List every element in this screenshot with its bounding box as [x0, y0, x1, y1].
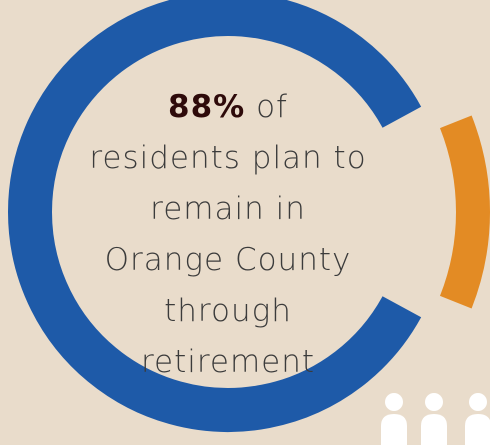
person-icon — [381, 393, 407, 445]
headline-line-2: residents plan to — [60, 133, 396, 184]
stat-value: 88% — [168, 89, 245, 125]
headline-line-4: Orange County — [60, 235, 396, 286]
person-group-icon — [380, 390, 490, 445]
person-icon — [465, 393, 490, 445]
headline-line-1: 88% of — [60, 82, 396, 133]
headline-line-3: remain in — [60, 184, 396, 235]
headline-line-6: retirement — [60, 337, 396, 388]
headline-line-5: through — [60, 286, 396, 337]
person-icon — [421, 393, 447, 445]
stat-suffix: of — [245, 89, 288, 125]
donut-slice-other — [456, 122, 473, 302]
headline-text: 88% of residents plan to remain in Orang… — [60, 82, 396, 388]
